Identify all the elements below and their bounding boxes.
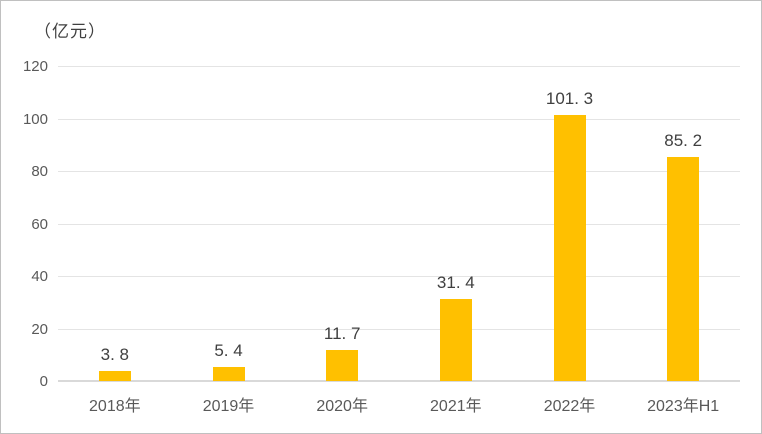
y-axis-tick-label: 0 — [39, 373, 48, 390]
bar — [212, 366, 245, 381]
x-axis-label: 2019年 — [202, 398, 255, 415]
bar-value-label: 5. 4 — [214, 340, 243, 360]
y-axis-tick-label: 60 — [31, 215, 48, 233]
plot-area: 3. 8 5. 4 11. 7 31. 4 101. 3 85. 2 — [58, 66, 740, 382]
bar-value-label: 11. 7 — [323, 324, 361, 344]
gridline — [58, 328, 740, 330]
gridline — [58, 276, 740, 277]
bar — [667, 157, 700, 381]
bar-value-label: 31. 4 — [436, 272, 475, 292]
bar — [553, 115, 586, 381]
x-axis-label: 2021年 — [430, 398, 482, 415]
bar — [439, 298, 472, 381]
gridline — [58, 66, 740, 67]
y-axis-tick-label: 20 — [31, 320, 48, 338]
x-axis-line — [58, 380, 740, 382]
y-axis-tick-label: 120 — [22, 58, 48, 75]
y-axis-tick-label: 100 — [22, 110, 48, 128]
y-axis-tick-label: 80 — [31, 163, 48, 180]
gridline — [58, 223, 740, 225]
x-axis-label: 2023年H1 — [647, 398, 720, 415]
x-axis-label: 2020年 — [316, 398, 368, 415]
y-axis-unit-label: （亿元） — [34, 22, 106, 41]
gridline — [58, 171, 740, 172]
y-axis-tick-label: 40 — [31, 268, 48, 285]
bar-value-label: 101. 3 — [545, 89, 594, 109]
x-axis-label: 2022年 — [543, 398, 596, 415]
bar — [98, 371, 131, 381]
bar-value-label: 85. 2 — [664, 131, 703, 151]
gridline — [58, 118, 740, 120]
x-axis-label: 2018年 — [89, 398, 141, 415]
bar — [326, 350, 359, 381]
bar-value-label: 3. 8 — [100, 345, 130, 365]
